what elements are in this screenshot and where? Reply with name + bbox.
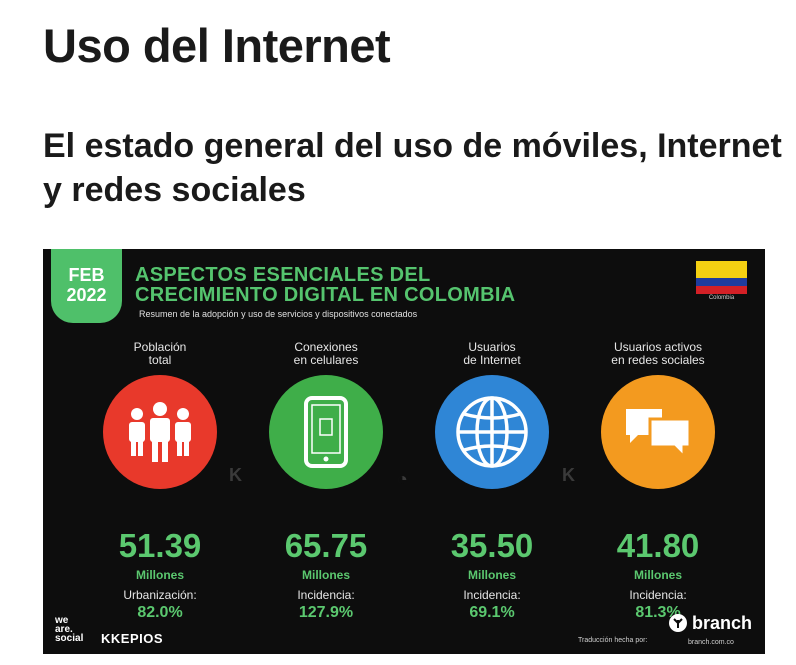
date-badge: FEB 2022 (51, 249, 122, 323)
metric-value: 69.1% (469, 604, 515, 621)
metric-label: Urbanización: (123, 588, 197, 602)
branch-icon (669, 614, 687, 632)
metric-value: 81.3% (635, 604, 681, 621)
stat-value: 41.80 (616, 527, 700, 564)
flag-label: Colombia (708, 295, 735, 301)
stat-label: Usuarios activos en redes sociales (611, 340, 705, 367)
infographic-subtitle: Resumen de la adopción y uso de servicio… (139, 309, 418, 319)
branch-url: branch.com.co (688, 639, 734, 646)
stat-unit: Millones (301, 568, 350, 582)
infographic-title-line1: ASPECTOS ESENCIALES DEL (135, 264, 431, 286)
stat-label: Conexiones en celulares (293, 340, 359, 367)
translation-note: Traducción hecha por: (578, 637, 648, 644)
page-title: Uso del Internet (43, 19, 391, 72)
stat-value: 51.39 (118, 527, 202, 564)
datareportal-watermark-icon: ◔ (397, 469, 408, 489)
stat-value: 65.75 (284, 527, 368, 564)
badge-year: 2022 (66, 285, 107, 305)
stat-mobile-connections: Conexiones en celulares 65.75 Millones I… (261, 341, 391, 622)
stat-social-media-users: Usuarios activos en redes sociales 41.80… (593, 341, 723, 622)
stat-label: Usuarios de Internet (463, 340, 521, 367)
metric-label: Incidencia: (463, 588, 521, 602)
stat-unit: Millones (135, 568, 184, 582)
infographic-title: ASPECTOS ESENCIALES DEL CRECIMIENTO DIGI… (135, 265, 575, 305)
kepios-logo: KKEPIOS (101, 631, 164, 646)
metric-label: Incidencia: (629, 588, 687, 602)
stat-unit: Millones (633, 568, 682, 582)
mobile-phone-icon (269, 375, 383, 489)
metric-label: Incidencia: (297, 588, 355, 602)
metric-value: 127.9% (298, 604, 354, 621)
badge-month: FEB (68, 265, 105, 285)
kepios-watermark-icon: K (229, 465, 242, 485)
globe-icon (435, 375, 549, 489)
page-subtitle: El estado general del uso de móviles, In… (43, 127, 782, 209)
colombia-flag-icon (696, 261, 747, 294)
infographic-title-line2: CRECIMIENTO DIGITAL EN COLOMBIA (135, 284, 516, 306)
chat-bubbles-icon (601, 375, 715, 489)
stat-internet-users: Usuarios de Internet 35.50 Millones Inci… (427, 341, 557, 622)
stat-label: Población total (133, 340, 187, 367)
stat-unit: Millones (467, 568, 516, 582)
stat-value: 35.50 (450, 527, 534, 564)
metric-value: 82.0% (137, 604, 183, 621)
people-icon (103, 375, 217, 489)
stat-population: Población total 51.39 Millones Urban (95, 341, 225, 622)
infographic: FEB 2022 ASPECTOS ESENCIALES DEL CRECIMI… (43, 249, 765, 654)
kepios-watermark-icon: K (562, 465, 575, 485)
we-are-social-logo: we are. social (55, 615, 84, 644)
branch-logo: branch (668, 613, 752, 633)
branch-name: branch (692, 613, 753, 633)
